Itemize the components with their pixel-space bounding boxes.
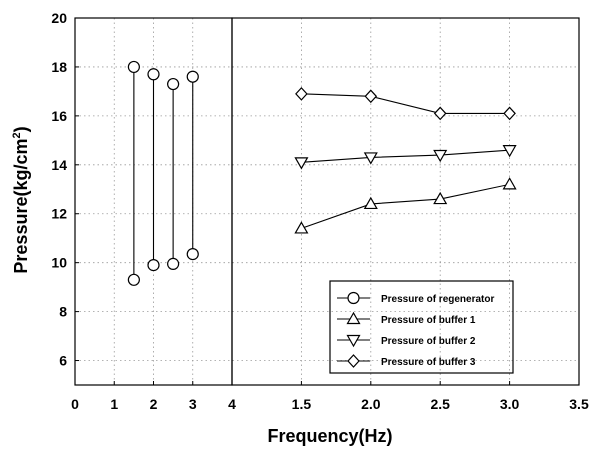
- regenerator-high-point: [186, 70, 199, 83]
- buffer-2-line: [301, 149, 510, 163]
- data-series: [127, 60, 517, 286]
- buffer-3-point: [503, 106, 516, 121]
- left-x-tick-label: 1: [110, 396, 118, 412]
- right-x-tick-label: 3.5: [569, 396, 589, 412]
- right-x-tick-label: 2.0: [361, 396, 381, 412]
- buffer-3-point: [364, 89, 378, 104]
- y-tick-label: 10: [51, 255, 67, 271]
- regenerator-low-point: [186, 248, 199, 261]
- legend-marker: [346, 334, 361, 348]
- regenerator-high-point: [167, 77, 180, 91]
- buffer-3-point: [295, 86, 308, 101]
- legend-marker: [347, 354, 360, 368]
- y-tick-label: 16: [51, 108, 67, 124]
- buffer-2-point: [502, 145, 517, 158]
- legend-box: [329, 280, 514, 374]
- buffer-1-point: [502, 177, 517, 190]
- buffer-2-point: [363, 152, 378, 165]
- y-axis-title-superscript: 2: [11, 132, 23, 138]
- y-axis-title: Pressure(kg/cm2): [11, 126, 31, 273]
- y-axis-title-main: Pressure(kg/cm: [11, 139, 31, 274]
- legend-label: Pressure of buffer 1: [381, 315, 476, 326]
- buffer-3-point: [433, 106, 447, 121]
- legend: Pressure of regenerator Pressure of buffe…: [329, 280, 514, 374]
- right-x-tick-label: 3.0: [500, 396, 520, 412]
- buffer-1-point: [294, 221, 309, 234]
- left-x-tick-label: 0: [71, 396, 79, 412]
- y-tick-label: 14: [51, 157, 67, 173]
- y-tick-label: 6: [59, 353, 67, 369]
- regenerator-low-point: [147, 259, 160, 272]
- buffer-2-point: [294, 157, 309, 170]
- buffer-2-point: [433, 149, 448, 163]
- legend-marker: [347, 291, 360, 305]
- buffer-1-point: [363, 196, 378, 210]
- y-axis-title-close: ): [11, 126, 31, 132]
- buffer-3-line: [301, 93, 510, 114]
- regenerator-low-point: [167, 257, 180, 270]
- left-x-tick-label: 3: [189, 396, 197, 412]
- y-tick-label: 12: [51, 206, 67, 222]
- legend-label: Pressure of buffer 3: [381, 357, 476, 368]
- right-panel-frame: [231, 17, 580, 386]
- buffer-1-point: [433, 191, 448, 205]
- legend-label: Pressure of buffer 2: [381, 336, 476, 347]
- legend-marker: [346, 311, 361, 325]
- x-axis-title: Frequency(Hz): [267, 426, 392, 446]
- y-tick-label: 18: [51, 59, 67, 75]
- regenerator-high-point: [147, 68, 160, 81]
- right-x-tick-label: 1.5: [292, 396, 312, 412]
- regenerator-low-point: [127, 273, 140, 286]
- left-x-tick-label: 4: [228, 396, 236, 412]
- buffer-1-line: [301, 183, 510, 229]
- regenerator-high-point: [127, 60, 140, 74]
- right-x-tick-label: 2.5: [430, 396, 450, 412]
- legend-label: Pressure of regenerator: [381, 294, 494, 305]
- y-tick-label: 20: [51, 10, 67, 26]
- y-tick-label: 8: [59, 304, 67, 320]
- left-x-tick-label: 2: [150, 396, 158, 412]
